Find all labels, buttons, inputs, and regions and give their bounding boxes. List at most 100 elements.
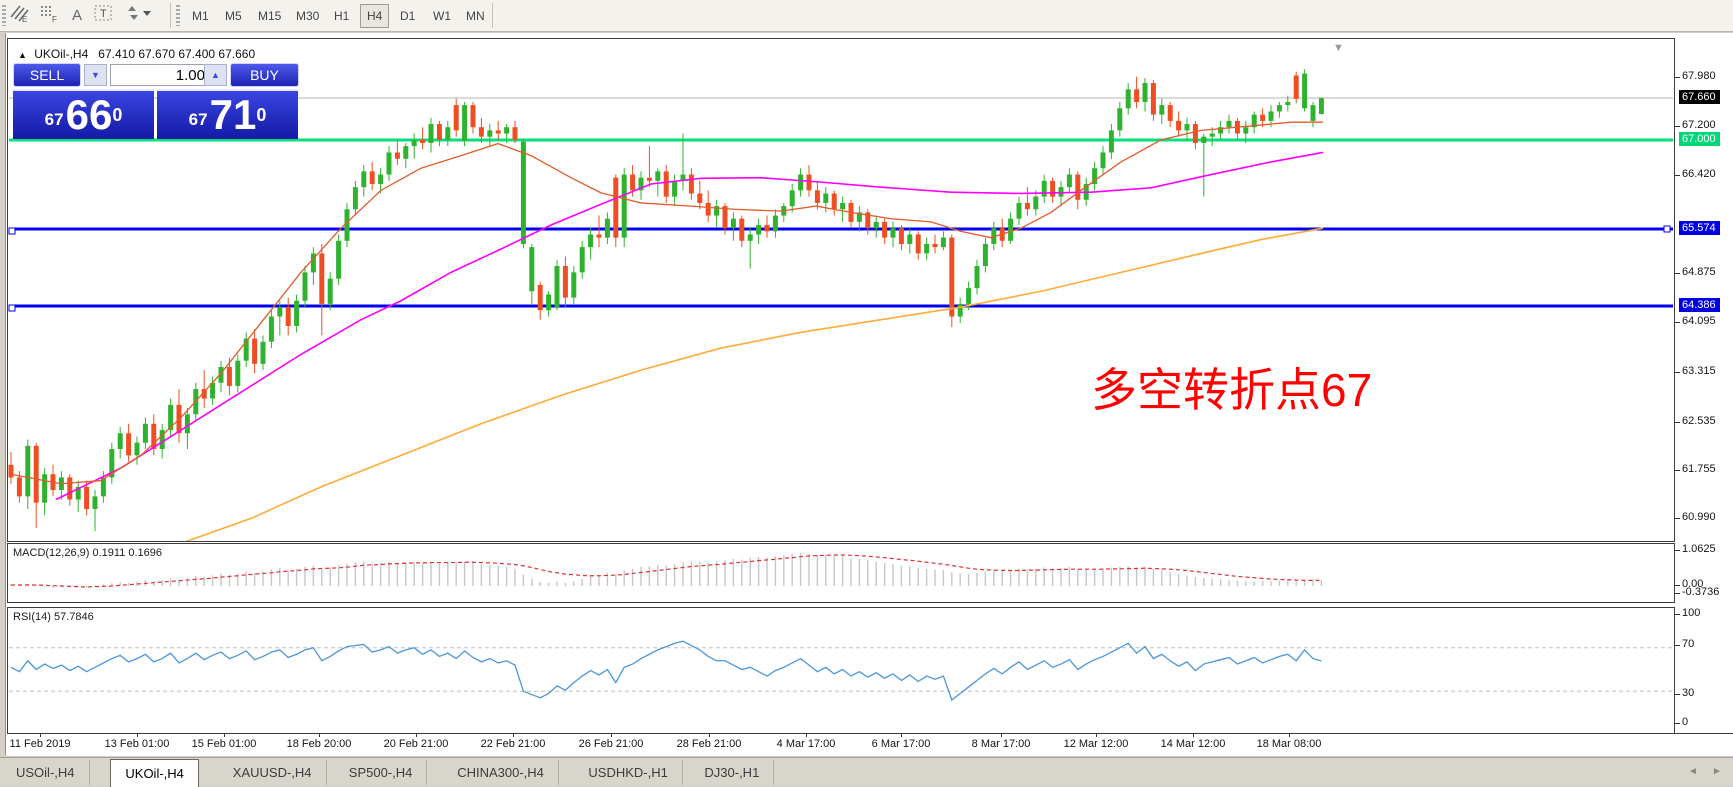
time-label: 6 Mar 17:00 xyxy=(871,738,931,750)
timeframe-m30[interactable]: M30 xyxy=(296,9,320,23)
candle-body xyxy=(705,202,711,216)
time-label: 22 Feb 21:00 xyxy=(480,738,546,750)
ma-fast-line[interactable] xyxy=(10,121,1323,485)
line-handle[interactable] xyxy=(1663,225,1671,233)
sort-arrows-icon[interactable] xyxy=(122,3,151,27)
timeframe-m15[interactable]: M15 xyxy=(258,9,282,23)
line-handle[interactable] xyxy=(8,304,16,312)
candle-body xyxy=(1268,111,1274,121)
macd-panel[interactable]: MACD(12,26,9) 0.1911 0.1696 xyxy=(7,543,1675,603)
tab-usoilh4[interactable]: USOil-,H4 xyxy=(2,760,90,785)
candle-body xyxy=(630,174,636,191)
candle-body xyxy=(420,139,426,143)
tab-dj30h1[interactable]: DJ30-,H1 xyxy=(690,760,775,785)
candle-body xyxy=(184,414,190,434)
candle-body xyxy=(411,139,417,147)
timeframe-mn[interactable]: MN xyxy=(466,9,485,23)
candle-body xyxy=(42,474,48,503)
buy-quote-box[interactable]: 67 71 0 xyxy=(157,89,298,139)
toolbar-grip[interactable] xyxy=(2,5,6,26)
volume-increase-button[interactable]: ▲ xyxy=(204,64,227,86)
buy-price-prefix: 67 xyxy=(188,110,208,129)
candle-body xyxy=(932,243,938,248)
tab-scroll-left-icon[interactable]: ◄ xyxy=(1688,766,1698,777)
expert-e-icon[interactable]: E xyxy=(8,3,34,27)
price-tick-label: 1.0625 xyxy=(1682,543,1716,555)
time-tick-mark xyxy=(40,734,41,737)
buy-button[interactable]: BUY xyxy=(230,63,299,87)
main-chart-area[interactable]: ▲ UKOil-,H4 67.410 67.670 67.400 67.660 … xyxy=(7,38,1675,542)
tab-sp500h4[interactable]: SP500-,H4 xyxy=(335,760,428,785)
candle-body xyxy=(487,130,493,137)
price-tick-label: 64.875 xyxy=(1682,266,1716,278)
candle-body xyxy=(1008,218,1014,241)
tab-scroll-right-icon[interactable]: ► xyxy=(1712,766,1722,777)
chart-text-annotation[interactable]: 多空转折点67 xyxy=(1091,364,1373,416)
timeframe-m1[interactable]: M1 xyxy=(192,9,209,23)
candle-body xyxy=(478,127,484,137)
timeframe-m5[interactable]: M5 xyxy=(225,9,242,23)
tab-xauusdh4[interactable]: XAUUSD-,H4 xyxy=(219,760,327,785)
candle-body xyxy=(714,206,720,216)
tab-china300h4[interactable]: CHINA300-,H4 xyxy=(443,760,559,785)
scroll-to-end-icon[interactable]: ▼ xyxy=(1333,42,1344,54)
axis-tick-mark xyxy=(1675,593,1680,594)
axis-tick-mark xyxy=(1675,175,1680,176)
candle-body xyxy=(1142,83,1148,102)
candle-body xyxy=(1218,127,1224,134)
macd-signal-line xyxy=(11,554,1322,588)
text-a-icon[interactable]: A xyxy=(71,6,82,24)
price-axis[interactable]: 67.980 67.200 66.420 64.875 64.095 63.315 62.5… xyxy=(1675,38,1733,733)
candle-body xyxy=(831,193,837,210)
ma-slow-line[interactable] xyxy=(171,227,1324,541)
candle-body xyxy=(142,423,148,443)
candle-body xyxy=(546,294,552,311)
candle-body xyxy=(1092,168,1098,185)
candle-body xyxy=(890,228,896,238)
sell-button[interactable]: SELL xyxy=(13,63,81,87)
grid-f-icon[interactable]: F xyxy=(38,3,64,27)
sell-price-big: 66 xyxy=(65,91,113,138)
main-chart-canvas[interactable] xyxy=(8,39,1674,541)
candle-body xyxy=(277,307,283,317)
collapse-arrow-icon[interactable]: ▲ xyxy=(18,50,27,60)
candle-body xyxy=(865,212,871,229)
tab-usdhkdh1[interactable]: USDHKD-,H1 xyxy=(574,760,683,785)
timeframe-h4[interactable]: H4 xyxy=(360,4,390,28)
time-label: 20 Feb 21:00 xyxy=(383,738,449,750)
line-handle[interactable] xyxy=(8,227,16,235)
rsi-line xyxy=(10,640,1322,702)
timeframe-d1[interactable]: D1 xyxy=(400,9,416,23)
time-label: 4 Mar 17:00 xyxy=(776,738,836,750)
macd-canvas[interactable] xyxy=(8,544,1674,602)
timeframe-w1[interactable]: W1 xyxy=(433,9,451,23)
text-box-icon[interactable]: T xyxy=(92,3,118,27)
time-tick-mark xyxy=(901,734,902,737)
candle-body xyxy=(1100,152,1106,169)
axis-tick-mark xyxy=(1675,723,1680,724)
time-axis[interactable]: 11 Feb 2019 13 Feb 01:00 15 Feb 01:00 18 Fe… xyxy=(7,733,1733,756)
candle-body xyxy=(201,389,207,399)
candle-body xyxy=(126,433,132,456)
candle-body xyxy=(336,240,342,279)
price-tick-label: 62.535 xyxy=(1682,415,1716,427)
buy-price-big: 71 xyxy=(209,91,257,138)
ma-mid-line[interactable] xyxy=(55,151,1324,501)
candle-body xyxy=(655,171,661,181)
time-tick-mark xyxy=(319,734,320,737)
axis-tick-mark xyxy=(1675,614,1680,615)
rsi-panel[interactable]: RSI(14) 57.7846 xyxy=(7,607,1675,735)
volume-decrease-button[interactable]: ▼ xyxy=(84,64,107,86)
tab-ukoilh4[interactable]: UKOil-,H4 xyxy=(110,759,199,787)
candle-body xyxy=(403,146,409,159)
timeframe-grip[interactable] xyxy=(176,5,180,26)
rsi-canvas[interactable] xyxy=(8,608,1674,734)
candle-body xyxy=(1285,101,1291,106)
timeframe-h1[interactable]: H1 xyxy=(334,9,350,23)
volume-input[interactable] xyxy=(110,64,210,86)
candle-body xyxy=(445,127,451,140)
symbol-label: UKOil-,H4 xyxy=(34,47,89,61)
sell-quote-box[interactable]: 67 66 0 xyxy=(13,89,154,139)
time-tick-mark xyxy=(224,734,225,737)
